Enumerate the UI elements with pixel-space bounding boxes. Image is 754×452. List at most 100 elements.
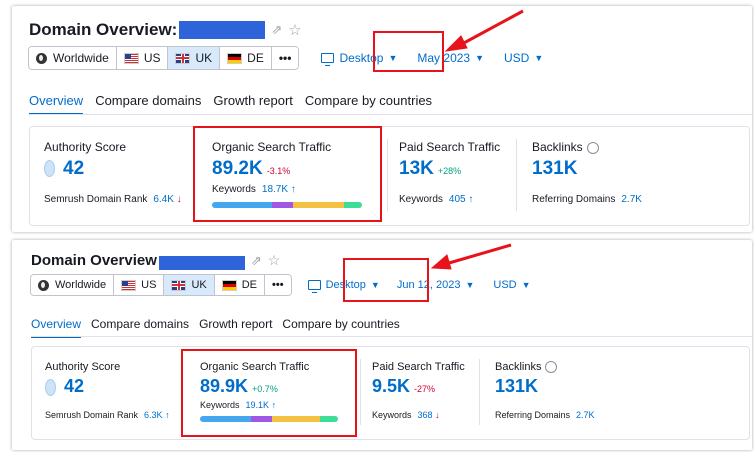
domain-rank-label: Semrush Domain Rank bbox=[44, 194, 148, 205]
star-icon[interactable]: ☆ bbox=[288, 22, 302, 39]
highlight-box-organic-top bbox=[193, 126, 382, 222]
organic-keywords-value[interactable]: 18.7K bbox=[261, 184, 289, 195]
tab-divider bbox=[29, 114, 752, 115]
currency-label: USD bbox=[493, 279, 517, 291]
referring-domains-value[interactable]: 2.7K bbox=[621, 194, 642, 205]
db-de[interactable]: DE bbox=[220, 47, 272, 69]
bar-segment-informational bbox=[200, 416, 252, 422]
arrow-up-icon: ↑ bbox=[290, 184, 296, 195]
redacted-domain bbox=[158, 256, 245, 270]
tab-compare-by-countries[interactable]: Compare by countries bbox=[304, 93, 433, 108]
currency-dropdown[interactable]: USD ▼ bbox=[493, 279, 530, 291]
desktop-icon bbox=[321, 53, 335, 66]
uk-flag-icon bbox=[171, 279, 187, 291]
db-de-label: DE bbox=[247, 51, 264, 65]
paid-traffic-delta: -27% bbox=[414, 384, 436, 394]
backlinks-value: 131K bbox=[532, 158, 578, 179]
paid-keywords-label: Keywords bbox=[399, 194, 443, 205]
backlinks-icon bbox=[586, 141, 599, 154]
bar-segment-informational bbox=[212, 202, 272, 208]
db-more-button[interactable]: ••• bbox=[271, 47, 299, 69]
database-selector: Worldwide US UK DE ••• bbox=[28, 46, 300, 70]
bar-segment-commercial bbox=[293, 202, 344, 208]
device-label: Desktop bbox=[339, 51, 384, 65]
domain-rank-value[interactable]: 6.4K bbox=[153, 194, 174, 205]
paid-traffic-value: 13K bbox=[399, 158, 434, 179]
backlinks-widget[interactable]: Backlinks 131K Referring Domains 2.7K bbox=[532, 140, 642, 205]
db-worldwide[interactable]: Worldwide bbox=[29, 47, 117, 69]
tab-overview[interactable]: Overview bbox=[31, 317, 82, 338]
organic-traffic-widget[interactable]: Organic Search Traffic 89.2K -3.1% Keywor… bbox=[212, 140, 362, 208]
toolbar: Worldwide US UK DE ••• Desktop ▼ Jun 12,… bbox=[30, 274, 531, 296]
paid-traffic-widget[interactable]: Paid Search Traffic 13K +28% Keywords 405 … bbox=[399, 140, 500, 205]
db-worldwide[interactable]: Worldwide bbox=[31, 275, 115, 295]
us-flag-icon bbox=[123, 52, 139, 64]
arrow-down-icon: ↓ bbox=[176, 194, 182, 205]
organic-traffic-widget[interactable]: Organic Search Traffic 89.9K +0.7% Keywor… bbox=[200, 361, 338, 422]
traffic-intent-bar[interactable] bbox=[212, 202, 362, 208]
database-selector: Worldwide US UK DE ••• bbox=[30, 274, 292, 296]
organic-keywords-value[interactable]: 19.1K bbox=[245, 400, 270, 410]
db-us[interactable]: US bbox=[116, 47, 169, 69]
chevron-down-icon: ▼ bbox=[465, 280, 475, 290]
device-label: Desktop bbox=[325, 279, 366, 291]
arrow-up-icon: ↑ bbox=[165, 410, 170, 420]
de-flag-icon bbox=[221, 279, 237, 291]
domain-overview-panel-jun: Domain Overview ⇗ ☆ Worldwide US UK DE •… bbox=[12, 240, 752, 450]
tab-compare-by-countries[interactable]: Compare by countries bbox=[282, 317, 400, 331]
device-dropdown[interactable]: Desktop ▼ bbox=[307, 279, 380, 293]
external-link-icon[interactable]: ⇗ bbox=[271, 22, 283, 37]
authority-score-widget[interactable]: Authority Score 42 Semrush Domain Rank 6.… bbox=[45, 361, 170, 420]
authority-score-label: Authority Score bbox=[45, 361, 121, 373]
chevron-down-icon: ▼ bbox=[521, 280, 531, 290]
tab-growth-report[interactable]: Growth report bbox=[199, 317, 273, 331]
highlight-box-date-top bbox=[373, 31, 444, 72]
annotation-arrow-top bbox=[461, 9, 524, 46]
globe-icon bbox=[38, 279, 49, 291]
domain-rank-value[interactable]: 6.3K bbox=[144, 410, 163, 420]
backlinks-label: Backlinks bbox=[532, 140, 583, 154]
paid-keywords-value[interactable]: 405 bbox=[448, 194, 466, 205]
paid-keywords-value[interactable]: 368 bbox=[417, 410, 433, 420]
tab-compare-domains[interactable]: Compare domains bbox=[95, 93, 202, 108]
backlinks-widget[interactable]: Backlinks 131K Referring Domains 2.7K bbox=[495, 361, 595, 420]
organic-traffic-delta: -3.1% bbox=[266, 166, 291, 176]
tab-bar: Overview Compare domains Growth report C… bbox=[31, 317, 412, 338]
tab-compare-domains[interactable]: Compare domains bbox=[91, 317, 190, 331]
currency-dropdown[interactable]: USD ▼ bbox=[504, 51, 543, 65]
annotation-arrow-bottom bbox=[448, 243, 512, 265]
page-title: Domain Overview bbox=[31, 252, 157, 269]
paid-traffic-label: Paid Search Traffic bbox=[399, 140, 501, 154]
external-link-icon[interactable]: ⇗ bbox=[250, 252, 262, 268]
highlight-box-organic-bottom bbox=[181, 349, 357, 437]
db-uk[interactable]: UK bbox=[168, 47, 221, 69]
db-us-label: US bbox=[143, 51, 161, 65]
uk-flag-icon bbox=[175, 52, 191, 64]
paid-traffic-widget[interactable]: Paid Search Traffic 9.5K -27% Keywords 368… bbox=[372, 361, 465, 420]
backlinks-label: Backlinks bbox=[495, 361, 542, 373]
bar-segment-navigational bbox=[272, 202, 293, 208]
db-us[interactable]: US bbox=[114, 275, 165, 295]
device-dropdown[interactable]: Desktop ▼ bbox=[321, 51, 397, 66]
authority-gauge-icon bbox=[44, 160, 55, 178]
chevron-down-icon: ▼ bbox=[370, 280, 380, 290]
domain-overview-panel-may: Domain Overview: ⇗ ☆ Worldwide US UK DE … bbox=[12, 6, 752, 232]
authority-gauge-icon bbox=[45, 378, 56, 396]
referring-domains-value[interactable]: 2.7K bbox=[576, 410, 595, 421]
tab-growth-report[interactable]: Growth report bbox=[213, 93, 293, 108]
db-de[interactable]: DE bbox=[214, 275, 265, 295]
metric-divider bbox=[479, 359, 480, 425]
authority-score-label: Authority Score bbox=[44, 140, 127, 154]
authority-score-widget[interactable]: Authority Score 42 Semrush Domain Rank 6.… bbox=[44, 140, 182, 205]
traffic-intent-bar[interactable] bbox=[200, 416, 338, 422]
chevron-down-icon: ▼ bbox=[475, 53, 485, 63]
us-flag-icon bbox=[121, 279, 137, 291]
bar-segment-transactional bbox=[344, 202, 362, 208]
metric-divider bbox=[360, 359, 361, 425]
star-icon[interactable]: ☆ bbox=[267, 252, 281, 268]
db-uk[interactable]: UK bbox=[164, 275, 215, 295]
bar-segment-transactional bbox=[320, 416, 338, 422]
db-more-button[interactable]: ••• bbox=[265, 275, 291, 295]
arrow-up-icon: ↑ bbox=[271, 400, 277, 410]
